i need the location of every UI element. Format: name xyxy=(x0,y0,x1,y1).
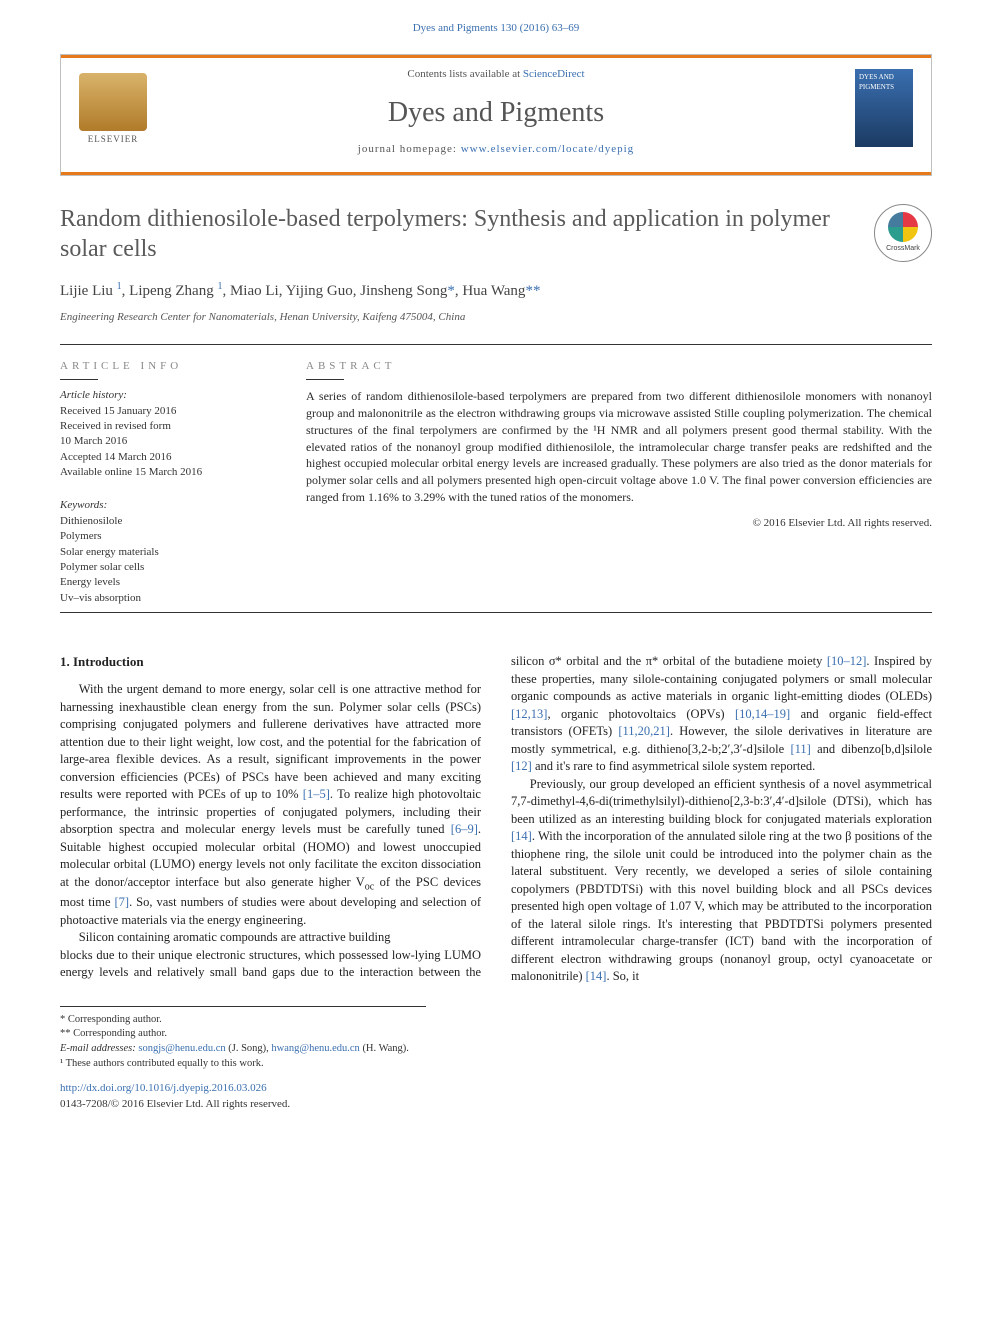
banner-top-rule xyxy=(61,55,931,58)
keyword-item: Polymers xyxy=(60,529,270,544)
ref-link[interactable]: [7] xyxy=(114,895,129,909)
contents-prefix: Contents lists available at xyxy=(407,68,522,80)
equal-contrib-note: ¹ These authors contributed equally to t… xyxy=(60,1057,426,1072)
title-row: Random dithienosilole-based terpolymers:… xyxy=(60,204,932,264)
article-info-heading: ARTICLE INFO xyxy=(60,359,270,380)
corr-note-2: ** Corresponding author. xyxy=(60,1027,426,1042)
article-title: Random dithienosilole-based terpolymers:… xyxy=(60,204,854,264)
keywords-block: Keywords: DithienosilolePolymersSolar en… xyxy=(60,498,270,606)
abstract-text: A series of random dithienosilole-based … xyxy=(306,388,932,506)
article-info-col: ARTICLE INFO Article history: Received 1… xyxy=(60,359,270,606)
intro-paragraph-3: Previously, our group developed an effic… xyxy=(511,776,932,986)
issn-copyright: 0143-7208/© 2016 Elsevier Ltd. All right… xyxy=(60,1098,290,1110)
doi-block: http://dx.doi.org/10.1016/j.dyepig.2016.… xyxy=(0,1071,992,1132)
keyword-item: Dithienosilole xyxy=(60,514,270,529)
cover-text: DYES AND PIGMENTS xyxy=(859,73,894,91)
author-list: Lijie Liu 1, Lipeng Zhang 1, Miao Li, Yi… xyxy=(60,280,932,302)
ref-link[interactable]: [11] xyxy=(790,742,810,756)
info-row: ARTICLE INFO Article history: Received 1… xyxy=(60,359,932,606)
ref-link[interactable]: [14] xyxy=(586,969,607,983)
citation-line: Dyes and Pigments 130 (2016) 63–69 xyxy=(413,22,580,34)
keyword-item: Energy levels xyxy=(60,575,270,590)
ref-link[interactable]: [10,14–19] xyxy=(735,707,790,721)
section-heading-intro: 1. Introduction xyxy=(60,653,481,671)
crossmark-label: CrossMark xyxy=(886,244,920,254)
banner-bottom-rule xyxy=(61,172,931,175)
keyword-item: Solar energy materials xyxy=(60,545,270,560)
abstract-copyright: © 2016 Elsevier Ltd. All rights reserved… xyxy=(306,516,932,531)
keyword-item: Polymer solar cells xyxy=(60,560,270,575)
history-list: Received 15 January 2016Received in revi… xyxy=(60,404,270,481)
sciencedirect-link[interactable]: ScienceDirect xyxy=(523,68,585,80)
homepage-link[interactable]: www.elsevier.com/locate/dyepig xyxy=(461,143,634,155)
email-line: E-mail addresses: songjs@henu.edu.cn (J.… xyxy=(60,1042,426,1057)
abstract-heading: ABSTRACT xyxy=(306,359,932,380)
footnotes: * Corresponding author. ** Corresponding… xyxy=(60,1006,426,1072)
ref-link[interactable]: [10–12] xyxy=(827,654,867,668)
homepage-prefix: journal homepage: xyxy=(358,143,461,155)
history-item: 10 March 2016 xyxy=(60,434,270,449)
keyword-item: Uv–vis absorption xyxy=(60,591,270,606)
sciencedirect-line: Contents lists available at ScienceDirec… xyxy=(81,67,911,82)
journal-cover-thumb: DYES AND PIGMENTS xyxy=(855,69,913,147)
email-link-1[interactable]: songjs@henu.edu.cn xyxy=(138,1043,225,1054)
article-body: Random dithienosilole-based terpolymers:… xyxy=(0,176,992,1071)
keywords-label: Keywords: xyxy=(60,498,270,513)
journal-banner: ELSEVIER DYES AND PIGMENTS Contents list… xyxy=(60,54,932,176)
history-item: Received in revised form xyxy=(60,419,270,434)
crossmark-badge[interactable]: CrossMark xyxy=(874,204,932,262)
ref-link[interactable]: [14] xyxy=(511,829,532,843)
ref-link[interactable]: [1–5] xyxy=(303,787,330,801)
abstract-col: ABSTRACT A series of random dithienosilo… xyxy=(306,359,932,606)
ref-link[interactable]: [12,13] xyxy=(511,707,547,721)
separator-rule xyxy=(60,344,932,345)
doi-link[interactable]: http://dx.doi.org/10.1016/j.dyepig.2016.… xyxy=(60,1082,267,1094)
keywords-list: DithienosilolePolymersSolar energy mater… xyxy=(60,514,270,606)
history-item: Received 15 January 2016 xyxy=(60,404,270,419)
ref-link[interactable]: [11,20,21] xyxy=(618,724,670,738)
history-item: Available online 15 March 2016 xyxy=(60,465,270,480)
homepage-line: journal homepage: www.elsevier.com/locat… xyxy=(81,142,911,157)
page-header: Dyes and Pigments 130 (2016) 63–69 xyxy=(0,0,992,46)
affiliation: Engineering Research Center for Nanomate… xyxy=(60,310,932,325)
crossmark-icon xyxy=(888,212,918,242)
thin-rule xyxy=(60,612,932,613)
body-columns: 1. Introduction With the urgent demand t… xyxy=(60,653,932,986)
email-link-2[interactable]: hwang@henu.edu.cn xyxy=(271,1043,359,1054)
intro-paragraph-1: With the urgent demand to more energy, s… xyxy=(60,681,481,929)
history-item: Accepted 14 March 2016 xyxy=(60,450,270,465)
corr-note-1: * Corresponding author. xyxy=(60,1013,426,1028)
publisher-logo: ELSEVIER xyxy=(79,73,147,151)
intro-paragraph-2a: Silicon containing aromatic compounds ar… xyxy=(60,929,481,947)
history-label: Article history: xyxy=(60,388,270,403)
elsevier-tree-icon xyxy=(79,73,147,131)
journal-name: Dyes and Pigments xyxy=(81,93,911,132)
ref-link[interactable]: [12] xyxy=(511,759,532,773)
publisher-name: ELSEVIER xyxy=(79,133,147,146)
ref-link[interactable]: [6–9] xyxy=(451,822,478,836)
